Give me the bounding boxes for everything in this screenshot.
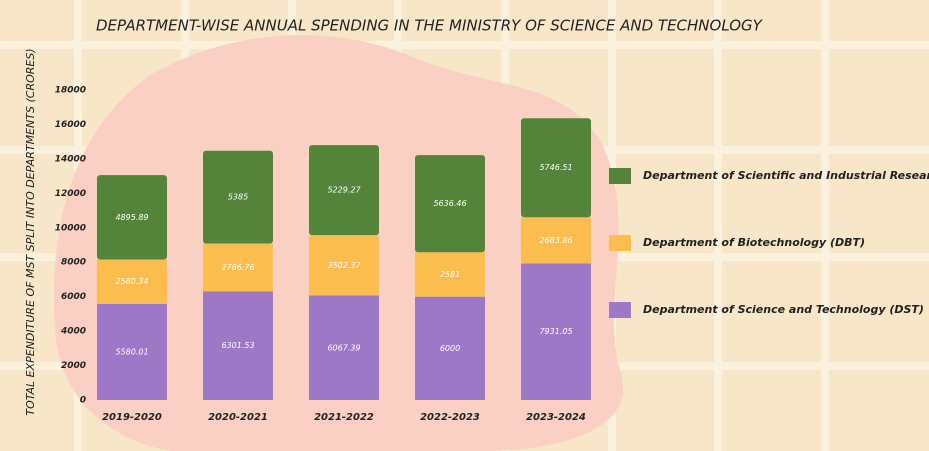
value-label: 5580.01	[115, 347, 148, 356]
y-tick-label: 10000	[55, 223, 86, 233]
bar-segment	[521, 217, 591, 264]
x-tick-label: 2022-2023	[420, 412, 480, 423]
bar-segment	[521, 118, 591, 218]
bar-segment	[203, 291, 273, 400]
y-tick-label: 12000	[55, 189, 86, 199]
value-label: 6301.53	[221, 341, 254, 350]
chart-title: DEPARTMENT-WISE ANNUAL SPENDING IN THE M…	[96, 17, 764, 35]
legend-swatch	[609, 302, 631, 318]
value-label: 7931.05	[539, 327, 572, 336]
value-label: 5746.51	[539, 163, 572, 172]
value-label: 5385	[228, 193, 248, 202]
y-tick-label: 4000	[60, 327, 86, 337]
legend-label: Department of Science and Technology (DS…	[643, 303, 924, 316]
bar-segment	[415, 155, 485, 253]
value-label: 4895.89	[115, 213, 148, 222]
legend-swatch	[609, 235, 631, 251]
bar-segment	[415, 296, 485, 400]
legend-label: Department of Scientific and Industrial …	[643, 169, 929, 182]
bar-segment	[203, 150, 273, 244]
y-tick-label: 16000	[55, 120, 86, 130]
y-tick-label: 14000	[55, 154, 86, 164]
bar-segment	[309, 295, 379, 400]
y-tick-label: 0	[80, 396, 86, 406]
x-tick-label: 2019-2020	[102, 412, 162, 423]
bar-segment	[415, 252, 485, 297]
y-axis-label: TOTAL EXPENDITURE OF MST SPLIT INTO DEPA…	[24, 48, 37, 415]
value-label: 2786.76	[221, 263, 254, 272]
bar-segment	[97, 175, 167, 260]
legend-swatch	[609, 168, 631, 184]
x-tick-label: 2021-2022	[314, 412, 374, 423]
x-tick-label: 2023-2024	[526, 412, 586, 423]
legend-label: Department of Biotechnology (DBT)	[643, 236, 865, 249]
value-label: 5229.27	[327, 186, 361, 195]
x-tick-label: 2020-2021	[208, 412, 268, 423]
bar-segment	[309, 235, 379, 296]
y-tick-label: 8000	[61, 258, 86, 268]
bar-segment	[97, 303, 167, 400]
bar-segment	[521, 263, 591, 400]
value-label: 2581	[440, 270, 460, 279]
value-label: 6000	[440, 344, 460, 353]
value-label: 3502.37	[327, 261, 361, 270]
y-tick-label: 6000	[61, 292, 86, 302]
bar-segment	[203, 243, 273, 292]
value-label: 5636.46	[433, 199, 466, 208]
value-label: 6067.39	[327, 343, 360, 352]
bar-segment	[309, 145, 379, 236]
value-label: 2580.34	[115, 277, 148, 286]
y-tick-label: 2000	[61, 361, 86, 371]
y-tick-label: 18000	[55, 86, 86, 96]
bar-segment	[97, 259, 167, 304]
value-label: 2683.86	[539, 236, 572, 245]
